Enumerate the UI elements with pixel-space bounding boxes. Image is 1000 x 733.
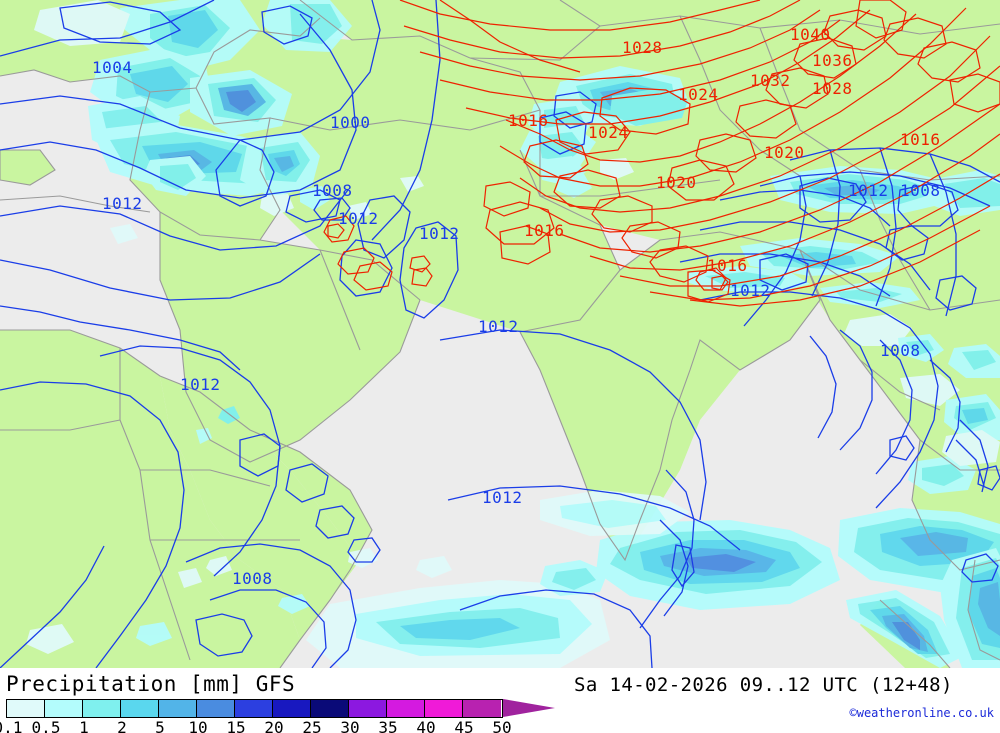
isobar-label-1028: 1028: [622, 38, 663, 57]
legend-tick-15: 15: [226, 718, 246, 733]
map-footer: Precipitation [mm] GFS Sa 14-02-2026 09.…: [0, 668, 1000, 733]
legend-swatch-10: [387, 700, 425, 717]
isobar-label-1012: 1012: [419, 224, 460, 243]
legend-tick-45: 45: [454, 718, 474, 733]
isobar-label-1008: 1008: [232, 569, 273, 588]
legend-swatch-8: [311, 700, 349, 717]
isobar-label-1012: 1012: [482, 488, 523, 507]
copyright-notice[interactable]: ©weatheronline.co.uk: [849, 706, 995, 720]
model-run-timestamp: Sa 14-02-2026 09..12 UTC (12+48): [574, 674, 953, 696]
isobar-label-1012: 1012: [848, 181, 889, 200]
legend-swatch-2: [83, 700, 121, 717]
isobar-label-1012: 1012: [180, 375, 221, 394]
legend-swatch-1: [45, 700, 83, 717]
map-svg: 1004100410001000100810081012101210121012…: [0, 0, 1000, 668]
legend-swatch-6: [235, 700, 273, 717]
legend-overflow-arrow: [503, 699, 555, 717]
legend-tick-20: 20: [264, 718, 284, 733]
legend-tick-35: 35: [378, 718, 398, 733]
isobar-label-1016: 1016: [524, 221, 565, 240]
isobar-labels-layer: 1004100410001000100810081012101210121012…: [92, 25, 941, 588]
legend-color-bar: [6, 699, 503, 718]
legend-swatch-11: [425, 700, 463, 717]
legend-swatch-12: [463, 700, 501, 717]
isobar-label-1008: 1008: [880, 341, 921, 360]
legend-tick-50: 50: [492, 718, 512, 733]
legend-tick-0.1: 0.1: [0, 718, 23, 733]
isobars-high-layer: [323, 0, 1000, 307]
isobar-label-1012: 1012: [730, 281, 771, 300]
legend-tick-25: 25: [302, 718, 322, 733]
isobar-label-1008: 1008: [312, 181, 353, 200]
isobar-label-1016: 1016: [900, 130, 941, 149]
isobar-label-1024: 1024: [588, 123, 629, 142]
legend-swatch-5: [197, 700, 235, 717]
isobar-label-1012: 1012: [478, 317, 519, 336]
legend-tick-10: 10: [188, 718, 208, 733]
isobar-label-1032: 1032: [750, 71, 791, 90]
legend-swatch-7: [273, 700, 311, 717]
legend-tick-5: 5: [155, 718, 165, 733]
weather-map-canvas[interactable]: 1004100410001000100810081012101210121012…: [0, 0, 1000, 668]
isobar-label-1004: 1004: [92, 58, 133, 77]
legend-tick-2: 2: [117, 718, 127, 733]
isobar-label-1020: 1020: [656, 173, 697, 192]
legend-tick-40: 40: [416, 718, 436, 733]
isobar-label-1016: 1016: [508, 111, 549, 130]
legend-swatch-0: [7, 700, 45, 717]
legend-swatch-3: [121, 700, 159, 717]
legend-swatch-4: [159, 700, 197, 717]
isobar-label-1020: 1020: [764, 143, 805, 162]
legend-tick-1: 1: [79, 718, 89, 733]
legend-swatch-9: [349, 700, 387, 717]
isobar-label-1012: 1012: [338, 209, 379, 228]
legend-tick-30: 30: [340, 718, 360, 733]
isobar-label-1012: 1012: [102, 194, 143, 213]
isobar-label-1028: 1028: [812, 79, 853, 98]
isobar-label-1008: 1008: [900, 181, 941, 200]
legend-tick-0.5: 0.5: [31, 718, 61, 733]
isobar-label-1000: 1000: [330, 113, 371, 132]
isobar-label-1024: 1024: [678, 85, 719, 104]
isobar-label-1016: 1016: [707, 256, 748, 275]
chart-title: Precipitation [mm] GFS: [6, 672, 296, 696]
isobar-label-1036: 1036: [812, 51, 853, 70]
isobar-label-1040: 1040: [790, 25, 831, 44]
